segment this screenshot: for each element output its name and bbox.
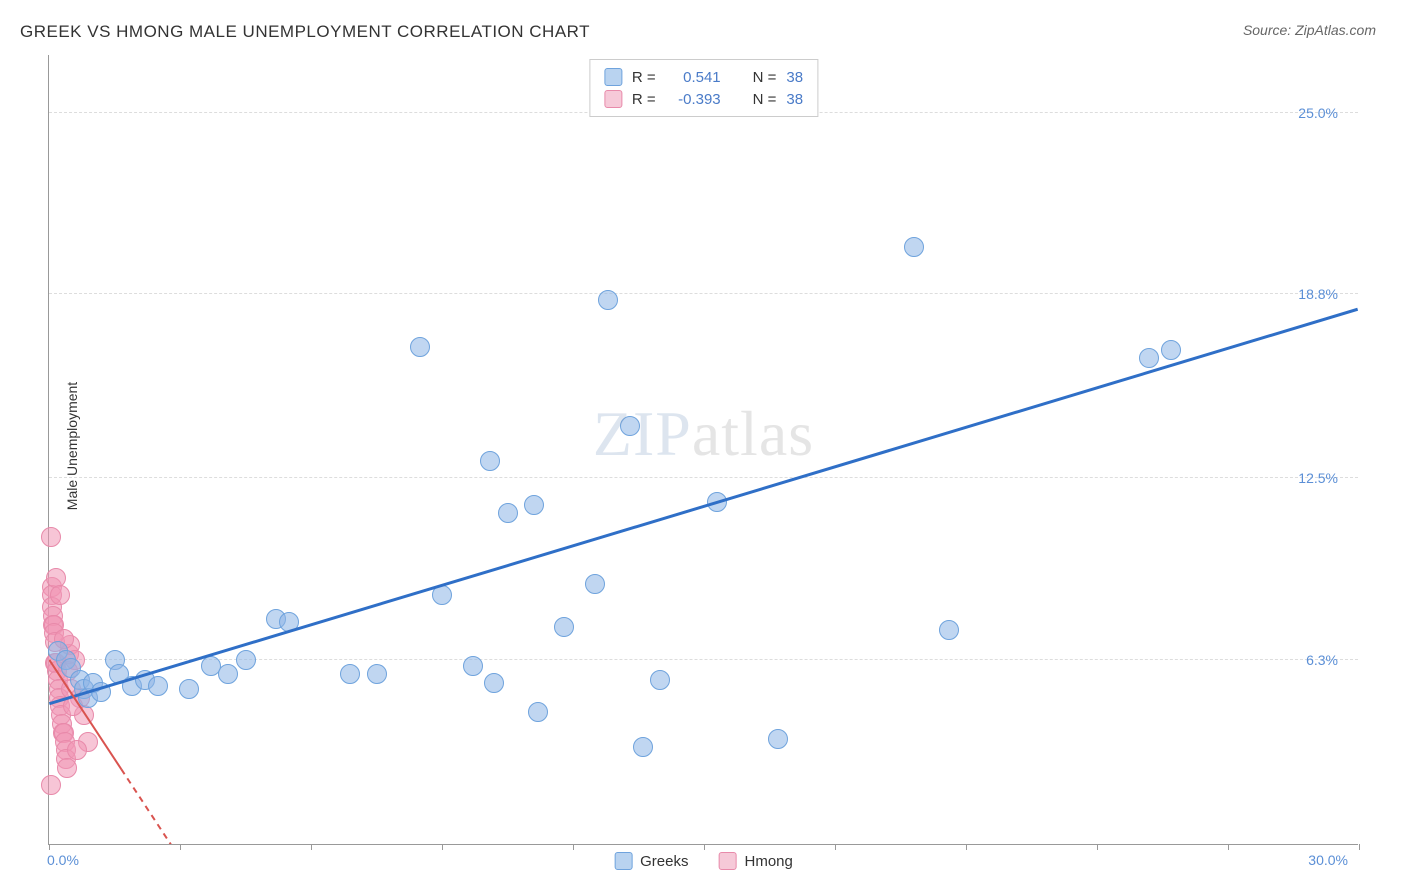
x-tick <box>966 844 967 850</box>
data-point <box>218 664 238 684</box>
data-point <box>620 416 640 436</box>
data-point <box>939 620 959 640</box>
x-axis-end-label: 30.0% <box>1308 852 1348 868</box>
y-tick-label: 12.5% <box>1298 470 1338 486</box>
y-tick-label: 18.8% <box>1298 286 1338 302</box>
n-value-hmong: 38 <box>786 91 803 108</box>
data-point <box>554 617 574 637</box>
r-value-greeks: 0.541 <box>666 69 721 86</box>
data-point <box>50 585 70 605</box>
data-point <box>432 585 452 605</box>
data-point <box>57 758 77 778</box>
series-legend: Greeks Hmong <box>614 852 793 870</box>
gridline <box>49 477 1358 478</box>
correlation-legend: R = 0.541 N = 38 R = -0.393 N = 38 <box>589 59 818 117</box>
data-point <box>650 670 670 690</box>
x-tick <box>573 844 574 850</box>
data-point <box>148 676 168 696</box>
swatch-greeks-icon <box>614 852 632 870</box>
trend-lines <box>49 55 1358 844</box>
correlation-row-hmong: R = -0.393 N = 38 <box>604 88 803 110</box>
chart-title: GREEK VS HMONG MALE UNEMPLOYMENT CORRELA… <box>20 22 590 42</box>
watermark-atlas: atlas <box>692 398 814 469</box>
swatch-hmong-icon <box>604 90 622 108</box>
data-point <box>41 775 61 795</box>
correlation-row-greeks: R = 0.541 N = 38 <box>604 66 803 88</box>
legend-label-greeks: Greeks <box>640 853 688 870</box>
data-point <box>904 237 924 257</box>
data-point <box>367 664 387 684</box>
data-point <box>633 737 653 757</box>
swatch-hmong-icon <box>719 852 737 870</box>
r-label: R = <box>632 91 656 108</box>
x-axis-start-label: 0.0% <box>47 852 79 868</box>
gridline <box>49 293 1358 294</box>
data-point <box>498 503 518 523</box>
data-point <box>598 290 618 310</box>
data-point <box>91 682 111 702</box>
data-point <box>585 574 605 594</box>
chart-source: Source: ZipAtlas.com <box>1243 22 1376 38</box>
n-label: N = <box>753 91 777 108</box>
data-point <box>236 650 256 670</box>
chart-container: GREEK VS HMONG MALE UNEMPLOYMENT CORRELA… <box>0 0 1406 892</box>
data-point <box>463 656 483 676</box>
x-tick <box>704 844 705 850</box>
x-tick <box>1228 844 1229 850</box>
data-point <box>1161 340 1181 360</box>
data-point <box>528 702 548 722</box>
data-point <box>67 740 87 760</box>
data-point <box>1139 348 1159 368</box>
y-tick-label: 25.0% <box>1298 105 1338 121</box>
legend-item-hmong: Hmong <box>719 852 793 870</box>
data-point <box>41 527 61 547</box>
x-tick <box>1359 844 1360 850</box>
r-label: R = <box>632 69 656 86</box>
data-point <box>480 451 500 471</box>
data-point <box>410 337 430 357</box>
n-label: N = <box>753 69 777 86</box>
swatch-greeks-icon <box>604 68 622 86</box>
data-point <box>707 492 727 512</box>
x-tick <box>49 844 50 850</box>
y-tick-label: 6.3% <box>1306 652 1338 668</box>
data-point <box>340 664 360 684</box>
data-point <box>484 673 504 693</box>
legend-item-greeks: Greeks <box>614 852 688 870</box>
plot-area: ZIPatlas R = 0.541 N = 38 R = -0.393 N =… <box>48 55 1358 845</box>
data-point <box>524 495 544 515</box>
watermark-zip: ZIP <box>593 398 692 469</box>
x-tick <box>835 844 836 850</box>
x-tick <box>1097 844 1098 850</box>
data-point <box>179 679 199 699</box>
r-value-hmong: -0.393 <box>666 91 721 108</box>
data-point <box>279 612 299 632</box>
x-tick <box>311 844 312 850</box>
legend-label-hmong: Hmong <box>745 853 793 870</box>
x-tick <box>180 844 181 850</box>
n-value-greeks: 38 <box>786 69 803 86</box>
data-point <box>768 729 788 749</box>
x-tick <box>442 844 443 850</box>
